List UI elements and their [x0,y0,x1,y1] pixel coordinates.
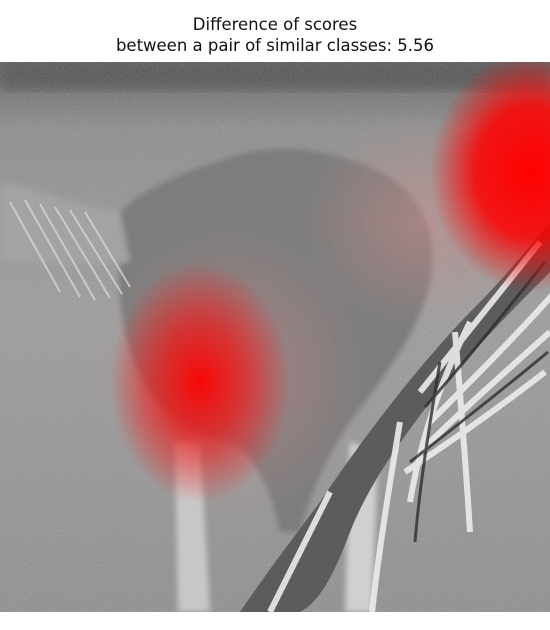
figure-title: Difference of scores between a pair of s… [0,14,550,56]
heatmap-hotspot-hindquarters [110,262,290,502]
saliency-image-canvas [0,62,550,612]
title-line-1: Difference of scores [0,14,550,35]
saliency-image [0,62,550,612]
title-line-2: between a pair of similar classes: 5.56 [0,35,550,56]
